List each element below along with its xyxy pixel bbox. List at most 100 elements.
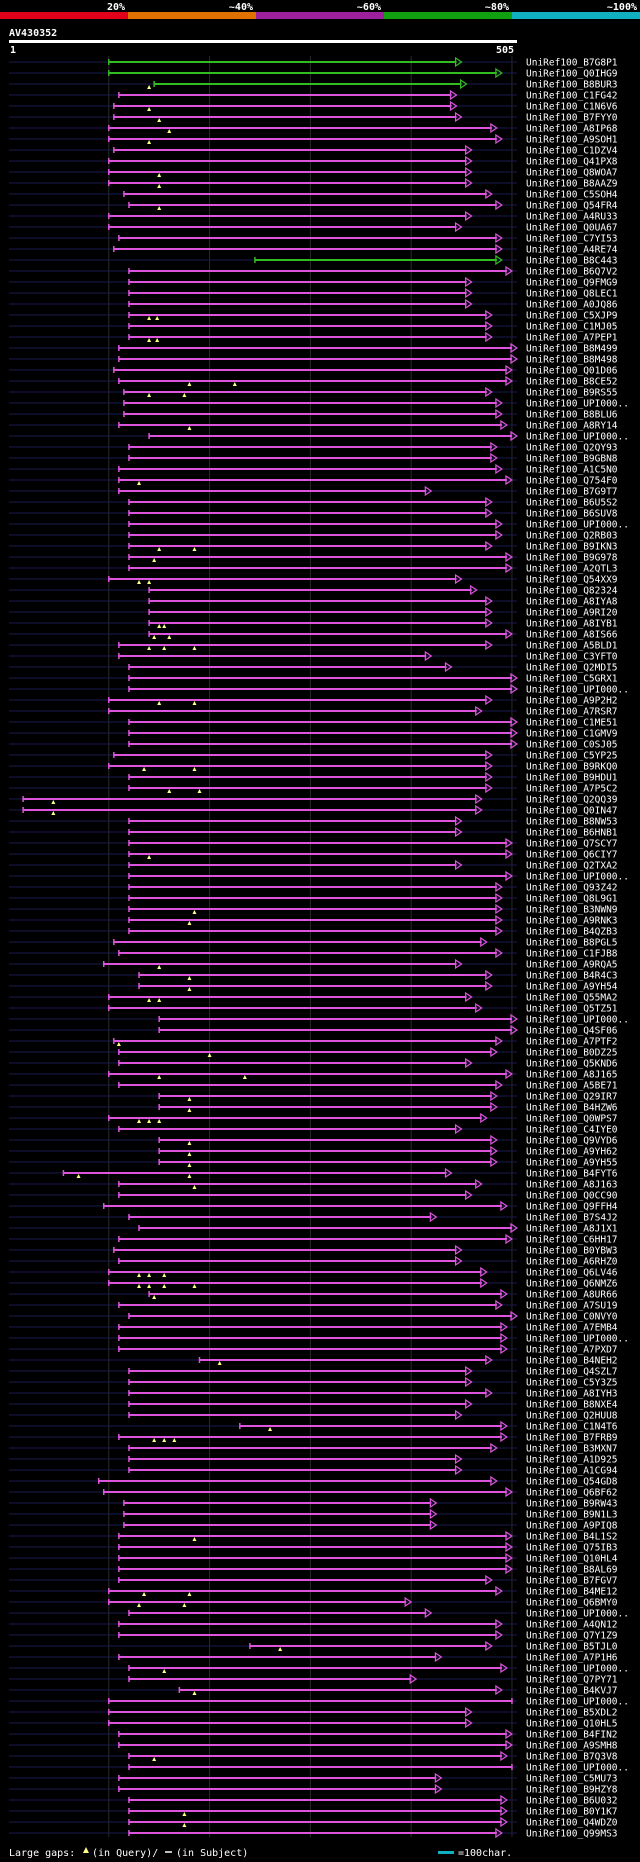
hit-label: UniRef100_B9RKQ0 [526,762,618,773]
hit-label: UniRef100_UPI000.. [526,1609,629,1620]
hit-label: UniRef100_A9PIQ8 [526,1521,618,1532]
hit-end-arrow [500,419,509,431]
hit-label: UniRef100_A9YH54 [526,982,618,993]
hit-row: UniRef100_B8CE52 [9,375,618,388]
hit-label: UniRef100_B4L1S2 [526,1532,618,1543]
hit-label: UniRef100_B4FIN2 [526,1730,618,1741]
query-gap-marker [147,85,152,89]
hit-label: UniRef100_Q10HL5 [526,1719,618,1730]
hit-label: UniRef100_Q8L9G1 [526,894,618,905]
identity-scale-segment [384,12,512,19]
hit-label: UniRef100_Q8LEC1 [526,289,618,300]
hit-end-arrow [505,1563,514,1575]
hit-label: UniRef100_B8NW53 [526,817,618,828]
query-gap-marker [157,965,162,969]
hit-label: UniRef100_Q2QY93 [526,443,618,454]
hit-end-arrow [444,661,453,673]
hit-row: UniRef100_B5TJL0 [9,1640,618,1653]
hit-row: UniRef100_UPI000.. [9,518,629,531]
hit-row: UniRef100_Q2QY93 [9,441,618,454]
hit-row: UniRef100_Q7SCY7 [9,837,618,850]
hit-row: UniRef100_B9RKQ0 [9,760,618,773]
hit-row: UniRef100_Q9FFH4 [9,1200,618,1213]
hit-end-arrow [485,969,493,981]
hit-label: UniRef100_Q2TXA2 [526,861,618,872]
hit-row: UniRef100_A4QN12 [9,1618,618,1631]
hit-row: UniRef100_Q0UA67 [9,221,618,234]
hit-end-arrow [454,573,463,585]
hit-end-arrow [485,606,493,618]
hit-row: UniRef100_Q75IB3 [9,1541,618,1554]
hit-row: UniRef100_A8J1X1 [9,1222,618,1235]
hit-label: UniRef100_A4RU33 [526,212,618,223]
query-gap-marker [192,767,197,771]
hit-row: UniRef100_Q0WPS7 [9,1112,618,1125]
hit-label: UniRef100_Q10HL4 [526,1554,618,1565]
hit-end-arrow [485,595,493,607]
hit-label: UniRef100_B3MXN7 [526,1444,618,1455]
hit-row: UniRef100_B9N1L3 [9,1508,618,1521]
hit-end-arrow [510,430,519,442]
hit-label: UniRef100_Q6BF62 [526,1488,618,1499]
hit-label: UniRef100_B6SUV8 [526,509,618,520]
hit-row: UniRef100_B6U032 [9,1794,618,1807]
hit-end-arrow [495,232,503,244]
hit-label: UniRef100_C1DZV4 [526,146,618,157]
hit-row: UniRef100_B9HDU1 [9,771,618,784]
hit-row: UniRef100_B8AAZ9 [9,177,618,190]
query-gap-marker [187,1108,192,1112]
hit-label: UniRef100_Q2QQ39 [526,795,618,806]
hit-end-arrow [485,749,493,761]
hit-label: UniRef100_A8IYA8 [526,597,618,608]
hit-row: UniRef100_B7S4J2 [9,1211,618,1224]
query-gap-marker [187,1141,192,1145]
hit-label: UniRef100_Q7SCY7 [526,839,618,850]
identity-scale-segment [0,12,128,19]
hit-label: UniRef100_B9RS55 [526,388,618,399]
hit-label: UniRef100_C0SJ05 [526,740,618,751]
hit-label: UniRef100_A5BLD1 [526,641,618,652]
hit-row: UniRef100_Q0IHG9 [9,67,618,80]
hit-end-arrow [485,782,493,794]
hit-row: UniRef100_B9IKN3 [9,540,618,553]
hit-row: UniRef100_B8M498 [9,353,618,366]
hit-row: UniRef100_Q93Z42 [9,881,618,894]
hit-end-arrow [465,991,473,1003]
hit-row: UniRef100_A7PEP1 [9,331,618,344]
hit-label: UniRef100_C5MU73 [526,1774,618,1785]
hit-end-arrow [485,617,493,629]
hit-row: UniRef100_B7FRB9 [9,1431,618,1444]
hit-label: UniRef100_Q9FFH4 [526,1202,618,1213]
query-gap-marker [137,1119,142,1123]
hit-end-arrow [495,1035,503,1047]
hit-end-arrow [510,1222,519,1234]
query-gap-marker [51,811,56,815]
hit-label: UniRef100_B6U032 [526,1796,618,1807]
hit-end-arrow [495,243,503,255]
hit-label: UniRef100_Q93Z42 [526,883,618,894]
query-gap-marker [192,1691,197,1695]
hit-label: UniRef100_B6HNB1 [526,828,618,839]
query-gap-marker [187,426,192,430]
hit-end-arrow [454,111,463,123]
hit-end-arrow [485,540,493,552]
hit-label: UniRef100_Q54GD8 [526,1477,618,1488]
hit-end-arrow [454,1244,463,1256]
hit-label: UniRef100_A1C5N0 [526,465,618,476]
hit-row: UniRef100_Q54XX9 [9,573,618,586]
hit-label: UniRef100_Q0UA67 [526,223,618,234]
identity-scale: 20% ~40% ~60% ~80% ~100% [0,2,640,19]
hit-label: UniRef100_A8IYH3 [526,1389,618,1400]
hit-end-arrow [475,1002,483,1014]
hit-end-arrow [495,518,503,530]
hit-row: UniRef100_A7P1H6 [9,1651,618,1664]
hit-label: UniRef100_Q2RB03 [526,531,618,542]
query-gap-marker [147,998,152,1002]
query-gap-marker [157,1075,162,1079]
hit-row: UniRef100_Q4SF06 [9,1024,618,1037]
hit-row: UniRef100_B6SUV8 [9,507,618,520]
identity-scale-label: ~100% [607,2,637,13]
query-gap-marker [162,646,167,650]
hit-row: UniRef100_A2QTL3 [9,562,618,575]
hit-label: UniRef100_B8AAZ9 [526,179,618,190]
